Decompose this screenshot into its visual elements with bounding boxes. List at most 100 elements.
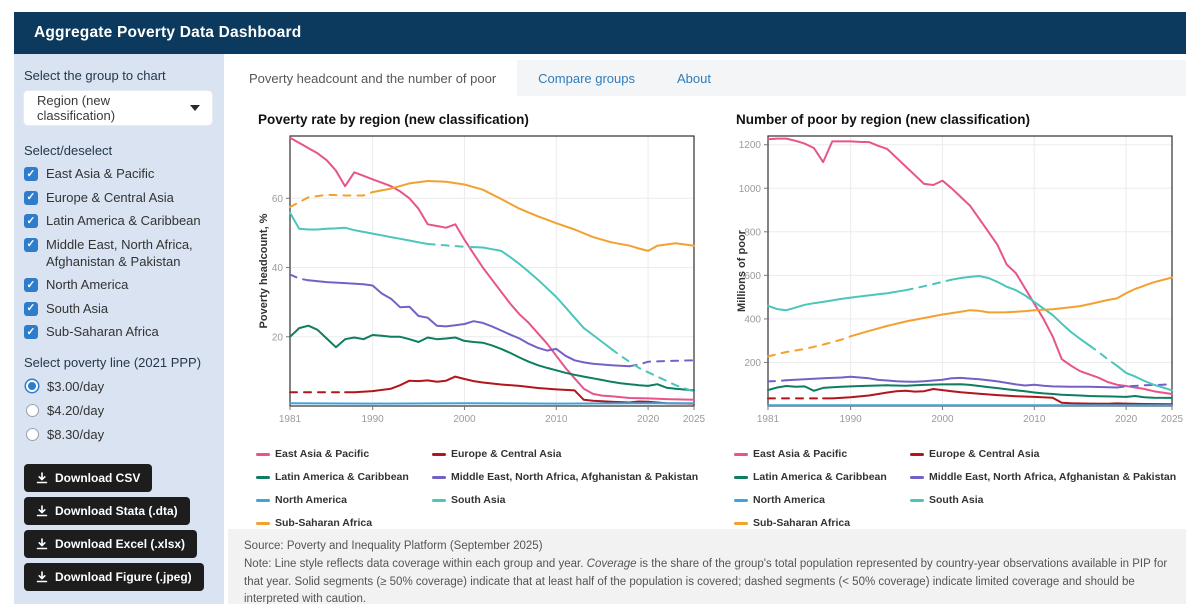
download-excel-xlsx-button[interactable]: Download Excel (.xlsx) [24, 530, 198, 558]
legend-item-east-asia-pacific: East Asia & Pacific [734, 448, 910, 460]
download-figure-jpeg-button[interactable]: Download Figure (.jpeg) [24, 563, 204, 591]
chart-canvas: 20 40 60 1981 1990 2000 2010 2020 2025 Poverty he… [258, 135, 706, 425]
checkbox-east-asia-pacific[interactable]: East Asia & Pacific [24, 166, 212, 183]
checkbox-checked-icon[interactable] [24, 167, 38, 181]
svg-text:Millions of poor: Millions of poor [736, 229, 748, 312]
legend-item-latin-america-caribbean: Latin America & Caribbean [256, 471, 432, 483]
radio-selected-icon[interactable] [24, 378, 40, 394]
download-csv-button[interactable]: Download CSV [24, 464, 153, 492]
svg-text:2025: 2025 [683, 414, 706, 425]
checkbox-south-asia[interactable]: South Asia [24, 301, 212, 318]
radio-icon[interactable] [24, 426, 40, 442]
svg-text:Poverty headcount, %: Poverty headcount, % [258, 213, 270, 328]
checkbox-checked-icon[interactable] [24, 325, 38, 340]
checkbox-label: Europe & Central Asia [46, 189, 174, 205]
svg-text:200: 200 [744, 358, 761, 369]
svg-text:1990: 1990 [840, 414, 863, 425]
legend-item-europe-central-asia: Europe & Central Asia [910, 448, 1186, 460]
checkbox-label: Latin America & Caribbean [46, 213, 201, 229]
tab-content: Poverty rate by region (new classificati… [228, 96, 1186, 529]
tab-about[interactable]: About [677, 70, 711, 86]
svg-text:1200: 1200 [739, 140, 762, 151]
svg-text:600: 600 [744, 271, 761, 282]
checkbox-sub-saharan-africa[interactable]: Sub-Saharan Africa [24, 324, 212, 341]
svg-text:1990: 1990 [362, 414, 385, 425]
radio-8-30-day[interactable]: $8.30/day [24, 426, 212, 442]
chart-panel-number-of-poor-by-region-new-classification: Number of poor by region (new classifica… [734, 112, 1186, 529]
radio-3-00-day[interactable]: $3.00/day [24, 378, 212, 394]
series-line-south-asia [950, 275, 1091, 347]
legend-swatch [734, 452, 748, 456]
series-line-sub-saharan-africa-dashed [767, 335, 852, 358]
chart-legend: East Asia & Pacific Europe & Central Asia… [256, 448, 708, 529]
download-button-label: Download Stata (.dta) [55, 504, 178, 518]
tab-bar: Poverty headcount and the number of poor… [228, 60, 1186, 96]
legend-swatch [256, 475, 270, 479]
checkbox-label: Sub-Saharan Africa [46, 324, 159, 340]
checkbox-middle-east-north-africa-afghanistan-pakistan[interactable]: Middle East, North Africa, Afghanistan &… [24, 237, 212, 270]
legend-label: Europe & Central Asia [451, 448, 562, 460]
svg-text:2010: 2010 [1023, 414, 1046, 425]
series-line-middle-east-north-africa-afghanistan-pakistan-dashed [289, 273, 310, 282]
legend-swatch [910, 475, 924, 479]
legend-swatch [910, 498, 924, 502]
chart-title: Poverty rate by region (new classificati… [258, 112, 529, 127]
download-button-label: Download Excel (.xlsx) [55, 537, 186, 551]
group-select-dropdown[interactable]: Region (new classification) [24, 91, 212, 125]
legend-item-south-asia: South Asia [432, 494, 708, 506]
download-stata-dta-button[interactable]: Download Stata (.dta) [24, 497, 190, 525]
legend-item-north-america: North America [256, 494, 432, 506]
legend-label: North America [753, 494, 825, 506]
tab-compare-groups[interactable]: Compare groups [538, 70, 635, 86]
checkbox-checked-icon[interactable] [24, 237, 38, 252]
legend-item-latin-america-caribbean: Latin America & Caribbean [734, 471, 910, 483]
source-text: Source: Poverty and Inequality Platform … [244, 540, 543, 552]
tab-poverty-headcount-and-the-number-of-poor[interactable]: Poverty headcount and the number of poor [228, 60, 518, 96]
checkbox-europe-central-asia[interactable]: Europe & Central Asia [24, 190, 212, 207]
series-line-south-asia [289, 211, 429, 245]
checkbox-label: North America [46, 277, 129, 293]
svg-text:2020: 2020 [1115, 414, 1138, 425]
poverty-line-label: Select poverty line (2021 PPP) [24, 355, 202, 370]
radio-4-20-day[interactable]: $4.20/day [24, 402, 212, 418]
download-button-label: Download CSV [55, 471, 141, 485]
legend-item-south-asia: South Asia [910, 494, 1186, 506]
legend-item-middle-east-north-africa-afghanistan-pakistan: Middle East, North Africa, Afghanistan &… [432, 471, 708, 483]
svg-text:400: 400 [744, 314, 761, 325]
legend-swatch [432, 475, 446, 479]
download-button-group: Download CSV Download Stata (.dta) Downloa… [24, 464, 212, 591]
radio-label: $8.30/day [47, 426, 105, 442]
checkbox-latin-america-caribbean[interactable]: Latin America & Caribbean [24, 213, 212, 230]
legend-item-europe-central-asia: Europe & Central Asia [432, 448, 708, 460]
series-line-south-asia-dashed [610, 347, 695, 393]
series-line-sub-saharan-africa-dashed [289, 191, 374, 208]
legend-item-sub-saharan-africa: Sub-Saharan Africa [734, 517, 910, 529]
svg-text:1981: 1981 [279, 414, 302, 425]
svg-text:60: 60 [272, 194, 284, 205]
legend-swatch [256, 521, 270, 525]
checkbox-checked-icon[interactable] [24, 190, 38, 205]
legend-item-sub-saharan-africa: Sub-Saharan Africa [256, 517, 432, 529]
note-text: Note: Line style reflects data coverage … [244, 557, 1168, 604]
chevron-down-icon [190, 105, 200, 111]
chart-footnote: Source: Poverty and Inequality Platform … [228, 529, 1186, 604]
checkbox-checked-icon[interactable] [24, 278, 38, 293]
legend-label: South Asia [929, 494, 984, 506]
radio-icon[interactable] [24, 402, 40, 418]
legend-item-east-asia-pacific: East Asia & Pacific [256, 448, 432, 460]
legend-label: Sub-Saharan Africa [753, 517, 851, 529]
series-line-middle-east-north-africa-afghanistan-pakistan [785, 375, 1118, 389]
series-line-south-asia [1115, 364, 1173, 392]
group-checkbox-list: East Asia & Pacific Europe & Central Asia… [24, 166, 212, 341]
download-icon [36, 538, 48, 550]
svg-text:2010: 2010 [545, 414, 568, 425]
dashboard-app: Aggregate Poverty Data Dashboard Select … [14, 12, 1186, 604]
checkbox-north-america[interactable]: North America [24, 277, 212, 294]
series-line-south-asia [767, 289, 907, 312]
legend-label: East Asia & Pacific [753, 448, 848, 460]
checkbox-checked-icon[interactable] [24, 301, 38, 316]
checkbox-checked-icon[interactable] [24, 214, 38, 229]
sidebar: Select the group to chart Region (new cl… [14, 54, 224, 604]
series-line-latin-america-caribbean [767, 383, 1173, 399]
svg-text:2020: 2020 [637, 414, 660, 425]
